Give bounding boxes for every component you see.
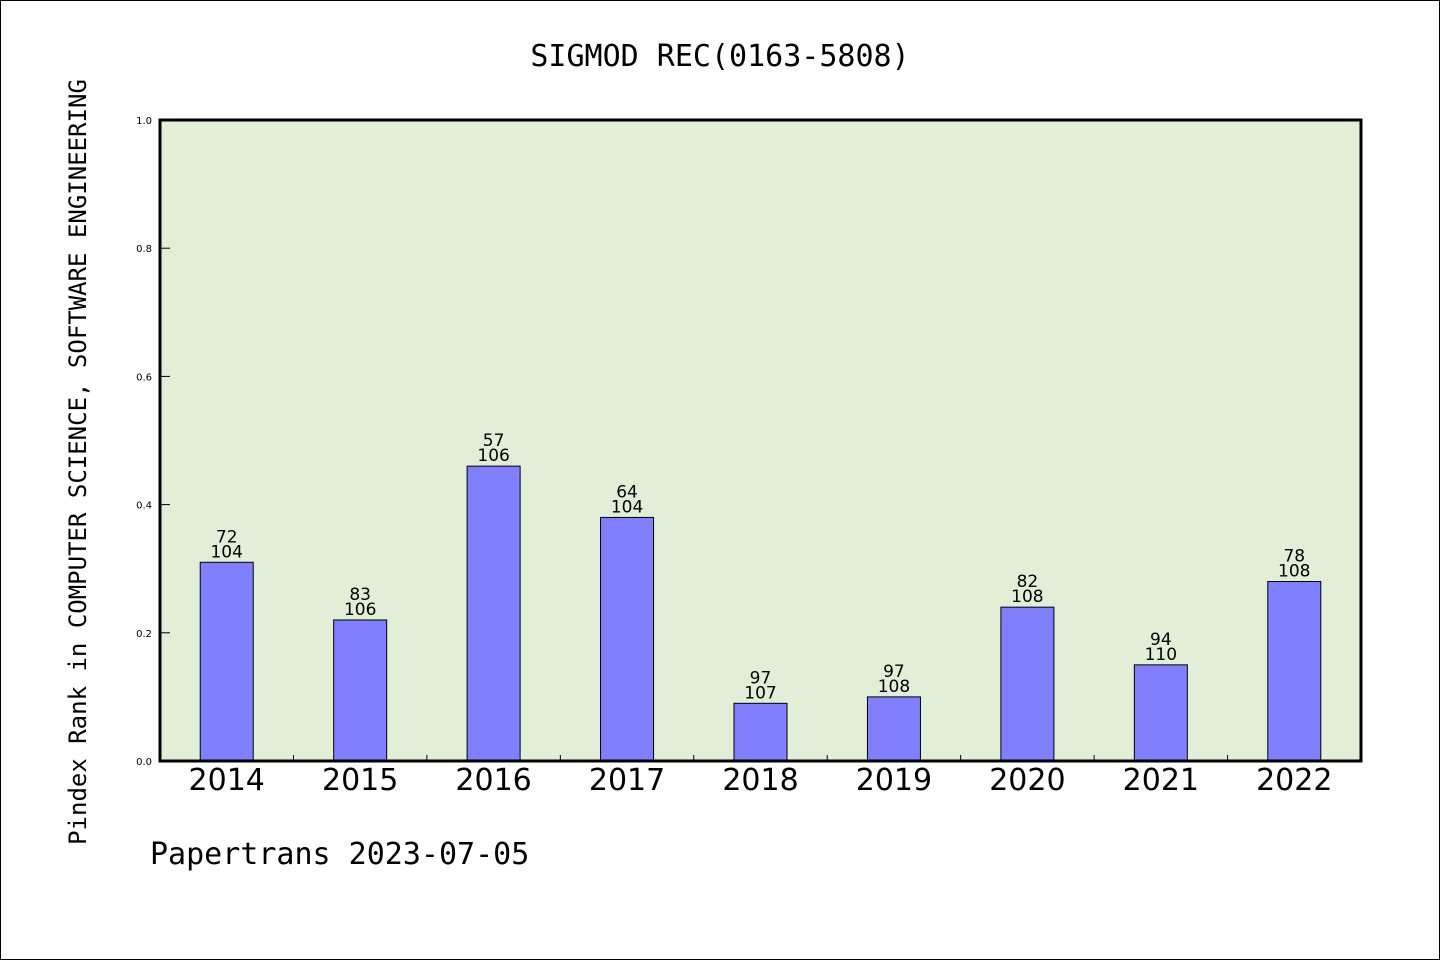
bar-total-label: 108 (1011, 587, 1043, 607)
bar-total-label: 106 (344, 600, 376, 620)
bar-rank-label: 97 (883, 662, 905, 682)
bar-2021 (1133, 664, 1188, 762)
bar-rank-label: 72 (216, 527, 238, 547)
y-axis-label: Pindex Rank in COMPUTER SCIENCE, SOFTWAR… (64, 79, 92, 845)
bar-2022 (1267, 581, 1322, 762)
bar-total-label: 106 (477, 446, 509, 466)
bar-total-label: 108 (878, 677, 910, 697)
plot-border (158, 118, 1363, 763)
bar-2014 (199, 561, 254, 762)
y-tick-label: 0.2 (136, 629, 152, 640)
x-tick-label: 2021 (1123, 763, 1199, 798)
bar-2016 (466, 465, 521, 762)
bar-2017 (600, 516, 655, 762)
x-tick-label: 2015 (322, 763, 398, 798)
bar-rank-label: 94 (1150, 630, 1172, 650)
y-tick-label: 0.8 (136, 244, 152, 255)
y-tick-label: 0.0 (136, 757, 152, 768)
x-tick-label: 2020 (989, 763, 1065, 798)
x-tick-label: 2018 (722, 763, 798, 798)
bar-2019 (866, 696, 921, 762)
x-tick-label: 2014 (189, 763, 265, 798)
bar-rank-label: 83 (349, 585, 371, 605)
bars-group: 7210483106571066410497107971088210894110… (199, 431, 1322, 762)
bar-rank-label: 57 (483, 431, 505, 451)
bar-rank-label: 82 (1017, 572, 1039, 592)
bar-rank-label: 64 (616, 482, 638, 502)
bar-total-label: 104 (611, 497, 643, 517)
y-tick-label: 0.4 (136, 501, 152, 512)
bar-2018 (733, 702, 788, 762)
bar-2020 (1000, 606, 1055, 762)
y-tick-label: 1.0 (136, 116, 152, 127)
x-tick-label: 2022 (1256, 763, 1332, 798)
bar-total-label: 108 (1278, 562, 1310, 582)
y-tick-label: 0.6 (136, 372, 152, 383)
chart-title: SIGMOD REC(0163-5808) (530, 39, 909, 74)
bar-rank-label: 97 (750, 668, 772, 688)
x-ticks-group: 2014 2015 2016 2017 2018 2019 2020 2021 2022 (189, 755, 1332, 798)
bar-rank-label: 78 (1283, 547, 1305, 567)
bar-total-label: 107 (744, 683, 776, 703)
bar-total-label: 104 (210, 542, 242, 562)
x-tick-label: 2019 (856, 763, 932, 798)
x-tick-label: 2016 (455, 763, 531, 798)
footer-credit: Papertrans 2023-07-05 (150, 837, 529, 872)
bar-total-label: 110 (1145, 645, 1177, 665)
x-tick-label: 2017 (589, 763, 665, 798)
bar-2015 (333, 619, 388, 762)
